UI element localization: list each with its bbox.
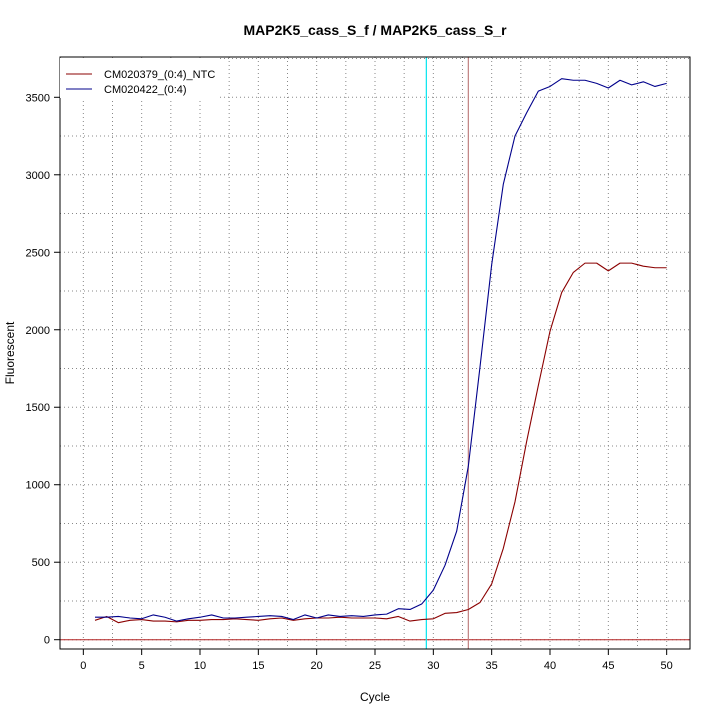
y-axis: 0 500 1000 1500 2000 2500 3000 3500 xyxy=(26,92,60,647)
y-tick-label: 2000 xyxy=(26,325,50,337)
chart-title: MAP2K5_cass_S_f / MAP2K5_cass_S_r xyxy=(243,22,507,38)
y-tick-label: 1500 xyxy=(26,402,50,414)
series-lines xyxy=(94,78,667,624)
y-tick-label: 500 xyxy=(32,557,50,569)
x-axis-label: Cycle xyxy=(360,690,390,704)
y-tick-label: 2500 xyxy=(26,247,50,259)
reference-lines xyxy=(425,57,469,649)
x-tick-label: 35 xyxy=(486,660,498,672)
x-tick-label: 40 xyxy=(544,660,556,672)
y-tick-label: 1000 xyxy=(26,480,50,492)
legend-background xyxy=(60,58,220,98)
series-line-1 xyxy=(95,78,667,622)
y-axis-label: Fluorescent xyxy=(3,321,17,384)
x-tick-label: 5 xyxy=(139,660,145,672)
grid xyxy=(60,57,690,649)
legend-label-ntc: CM020379_(0:4)_NTC xyxy=(104,69,215,81)
x-tick-label: 45 xyxy=(602,660,614,672)
x-tick-label: 10 xyxy=(194,660,206,672)
series-line-0 xyxy=(94,262,667,624)
x-tick-label: 15 xyxy=(252,660,264,672)
x-tick-label: 30 xyxy=(427,660,439,672)
x-tick-label: 20 xyxy=(311,660,323,672)
x-tick-label: 25 xyxy=(369,660,381,672)
x-tick-label: 0 xyxy=(80,660,86,672)
x-axis: 0 5 10 15 20 25 30 35 40 45 50 xyxy=(80,649,673,672)
y-tick-label: 3500 xyxy=(26,92,50,104)
legend: CM020379_(0:4)_NTC CM020422_(0:4) xyxy=(60,58,220,98)
legend-label-sample: CM020422_(0:4) xyxy=(104,84,187,96)
y-tick-label: 0 xyxy=(44,635,50,647)
x-tick-label: 50 xyxy=(661,660,673,672)
y-tick-label: 3000 xyxy=(26,170,50,182)
